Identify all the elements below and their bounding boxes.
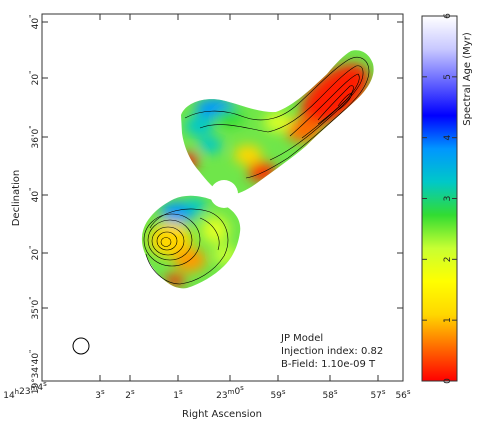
colorbar-tick-label: 3	[443, 196, 453, 202]
y-tick-label: 20"	[28, 246, 41, 261]
x-axis-label: Right Ascension	[182, 409, 262, 420]
colorbar-label: Spectral Age (Myr)	[462, 32, 473, 126]
x-tick-label: 2s	[125, 388, 135, 401]
colorbar-tick-label: 4	[443, 135, 453, 141]
colorbar-tick-label: 1	[443, 317, 453, 323]
x-tick-label: 56s	[395, 388, 410, 401]
x-tick-label: 3s	[95, 388, 105, 401]
colorbar-tick-label: 5	[443, 74, 453, 80]
beam-marker	[72, 337, 90, 355]
y-tick-label: 40"	[28, 188, 41, 203]
colorbar	[421, 15, 458, 382]
colorbar-ticks: 0 1 2 3 4 5 6	[422, 13, 457, 384]
x-tick-label: 59s	[270, 388, 285, 401]
x-tick-label: 23m0s	[216, 384, 244, 401]
x-tick-label: 1s	[173, 388, 183, 401]
x-axis-ticks: 14h23m4s 3s 2s 1s 23m0s 59s 58s 57s 56s	[3, 14, 411, 401]
radio-contours	[143, 56, 370, 285]
y-tick-label: 19°34'40"	[28, 350, 41, 395]
colorbar-tick-label: 2	[443, 256, 453, 262]
colorbar-tick-label: 0	[443, 378, 453, 384]
colorbar-tick-label: 6	[443, 13, 453, 19]
blank-region	[210, 180, 238, 208]
y-tick-label: 35'0"	[28, 297, 41, 320]
b-field: B-Field: 1.10e-09 T	[281, 359, 376, 370]
model-name: JP Model	[280, 333, 323, 344]
y-tick-label: 20"	[28, 71, 41, 86]
model-annotation: JP Model Injection index: 0.82 B-Field: …	[280, 333, 383, 370]
y-tick-label: 36'0"	[28, 126, 41, 149]
y-axis-label: Declination	[11, 170, 22, 227]
x-tick-label: 14h23m4s	[3, 380, 47, 401]
x-tick-label: 57s	[370, 388, 385, 401]
y-tick-label: 40"	[28, 15, 41, 30]
x-tick-label: 58s	[322, 388, 337, 401]
injection-index: Injection index: 0.82	[281, 346, 383, 357]
y-axis-ticks: 40" 20" 36'0" 40" 20" 35'0" 19°34'40"	[28, 15, 403, 395]
